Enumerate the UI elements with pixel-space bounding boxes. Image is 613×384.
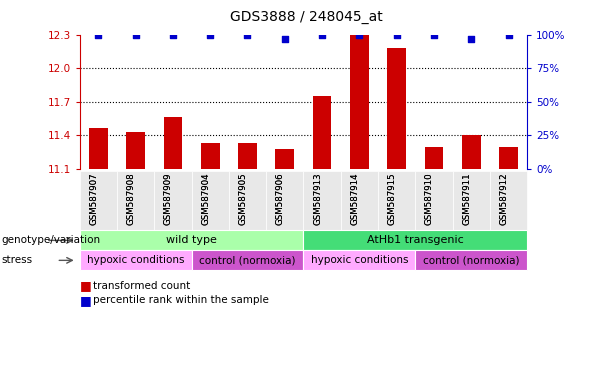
- Text: GSM587909: GSM587909: [164, 173, 173, 225]
- Bar: [275, 149, 294, 169]
- Text: wild type: wild type: [166, 235, 217, 245]
- Text: ■: ■: [80, 294, 91, 307]
- Text: GSM587908: GSM587908: [127, 173, 135, 225]
- Bar: [89, 127, 108, 169]
- Point: [317, 31, 327, 38]
- Text: GSM587909: GSM587909: [164, 173, 173, 225]
- Text: GSM587915: GSM587915: [387, 173, 397, 225]
- Text: GSM587914: GSM587914: [351, 173, 359, 225]
- Text: hypoxic conditions: hypoxic conditions: [87, 255, 185, 265]
- Text: GSM587915: GSM587915: [387, 173, 397, 225]
- Text: GSM587913: GSM587913: [313, 173, 322, 225]
- Text: GSM587913: GSM587913: [313, 173, 322, 225]
- Text: GSM587908: GSM587908: [127, 173, 135, 225]
- Bar: [126, 132, 145, 169]
- Text: GSM587914: GSM587914: [351, 173, 359, 225]
- Text: GSM587910: GSM587910: [425, 173, 434, 225]
- Point: [392, 31, 402, 38]
- Text: GSM587907: GSM587907: [89, 173, 98, 225]
- Text: GSM587905: GSM587905: [238, 173, 248, 225]
- Text: GSM587912: GSM587912: [500, 173, 509, 225]
- Text: transformed count: transformed count: [93, 281, 191, 291]
- Text: control (normoxia): control (normoxia): [423, 255, 519, 265]
- Point: [466, 36, 476, 42]
- Text: GDS3888 / 248045_at: GDS3888 / 248045_at: [230, 10, 383, 23]
- Text: GSM587906: GSM587906: [276, 173, 285, 225]
- Point: [243, 31, 253, 38]
- Text: control (normoxia): control (normoxia): [199, 255, 295, 265]
- Text: hypoxic conditions: hypoxic conditions: [311, 255, 408, 265]
- Text: GSM587905: GSM587905: [238, 173, 248, 225]
- Bar: [313, 96, 332, 169]
- Point: [354, 31, 364, 38]
- Point: [131, 31, 140, 38]
- Bar: [387, 48, 406, 169]
- Text: GSM587912: GSM587912: [500, 173, 509, 225]
- Text: AtHb1 transgenic: AtHb1 transgenic: [367, 235, 463, 245]
- Text: GSM587907: GSM587907: [89, 173, 98, 225]
- Text: stress: stress: [1, 255, 32, 265]
- Point: [168, 31, 178, 38]
- Point: [429, 31, 439, 38]
- Bar: [201, 143, 219, 169]
- Bar: [499, 147, 518, 169]
- Text: GSM587906: GSM587906: [276, 173, 285, 225]
- Bar: [238, 143, 257, 169]
- Bar: [350, 35, 368, 169]
- Text: GSM587910: GSM587910: [425, 173, 434, 225]
- Bar: [425, 147, 443, 169]
- Text: genotype/variation: genotype/variation: [1, 235, 101, 245]
- Point: [504, 31, 514, 38]
- Text: GSM587911: GSM587911: [462, 173, 471, 225]
- Point: [93, 31, 103, 38]
- Text: GSM587904: GSM587904: [201, 173, 210, 225]
- Text: GSM587911: GSM587911: [462, 173, 471, 225]
- Point: [205, 31, 215, 38]
- Bar: [462, 136, 481, 169]
- Text: percentile rank within the sample: percentile rank within the sample: [93, 295, 269, 305]
- Bar: [164, 118, 182, 169]
- Text: ■: ■: [80, 279, 91, 292]
- Text: GSM587904: GSM587904: [201, 173, 210, 225]
- Point: [280, 36, 290, 42]
